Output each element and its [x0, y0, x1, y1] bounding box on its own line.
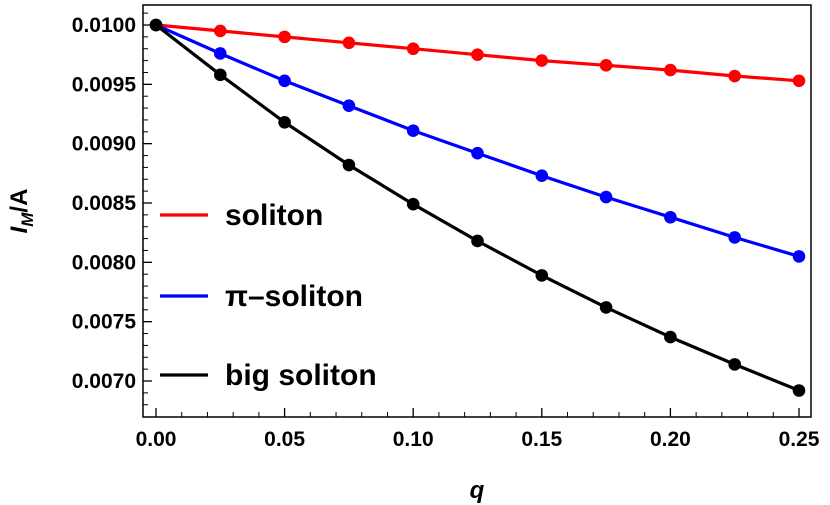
data-point-big-soliton	[471, 234, 484, 248]
y-tick-label: 0.0095	[72, 73, 137, 96]
data-point-pi-soliton	[728, 231, 741, 244]
x-axis-label: q	[470, 477, 485, 504]
y-tick-label: 0.0075	[72, 311, 137, 334]
data-point-big-soliton	[599, 301, 613, 314]
data-point-big-soliton	[342, 158, 356, 172]
data-point-pi-soliton	[792, 250, 806, 263]
data-point-big-soliton	[214, 68, 227, 82]
data-point-pi-soliton	[664, 210, 677, 224]
data-point-soliton	[214, 24, 227, 38]
series-big-soliton	[149, 18, 806, 397]
y-axis-label-rest: /A	[6, 189, 33, 213]
data-point-soliton	[664, 63, 677, 77]
data-point-soliton	[792, 74, 806, 88]
x-tick-label: 0.05	[264, 428, 305, 451]
x-tick-label: 0.00	[136, 428, 177, 451]
plot-frame	[142, 4, 812, 418]
data-point-soliton	[535, 54, 549, 67]
data-point-big-soliton	[792, 384, 806, 397]
data-point-soliton	[471, 48, 484, 61]
y-axis-label-subscript: M	[18, 212, 37, 227]
data-point-soliton	[278, 30, 291, 44]
data-point-big-soliton	[728, 358, 741, 371]
series-soliton	[149, 18, 806, 88]
data-point-pi-soliton	[406, 124, 420, 137]
y-axis-label: IM/A	[6, 189, 37, 234]
data-point-pi-soliton	[599, 190, 613, 204]
y-tick-label: 0.0080	[72, 251, 136, 274]
legend-label-big-soliton: big soliton	[225, 359, 377, 392]
ticks: 0.00 0.05 0.10 0.15 0.20 0.25 0.0070 0.0075 0.00…	[72, 12, 820, 451]
data-point-pi-soliton	[471, 146, 484, 160]
y-tick-label: 0.0090	[72, 133, 136, 156]
data-point-big-soliton	[149, 18, 163, 32]
data-point-soliton	[599, 59, 613, 72]
legend: soliton π–soliton big soliton	[160, 199, 377, 392]
data-point-pi-soliton	[342, 99, 356, 112]
data-point-soliton	[406, 42, 420, 56]
series-pi-soliton	[149, 18, 806, 263]
data-point-soliton	[342, 36, 356, 50]
data-point-big-soliton	[664, 330, 677, 344]
y-axis-label-main: I	[6, 225, 33, 233]
x-tick-label: 0.15	[521, 428, 562, 451]
data-point-pi-soliton	[535, 169, 549, 183]
data-point-pi-soliton	[278, 74, 291, 88]
series-layer	[149, 18, 806, 397]
x-tick-label: 0.10	[393, 428, 434, 451]
x-tick-label: 0.25	[779, 428, 820, 451]
y-tick-label: 0.0085	[72, 192, 137, 215]
data-point-soliton	[728, 69, 741, 83]
x-tick-label: 0.20	[650, 428, 691, 451]
y-tick-label: 0.0100	[72, 14, 136, 37]
data-point-big-soliton	[278, 116, 291, 129]
legend-label-pi-soliton: π–soliton	[225, 280, 363, 313]
data-point-big-soliton	[406, 197, 420, 211]
y-tick-label: 0.0070	[72, 370, 136, 393]
legend-label-soliton: soliton	[225, 199, 323, 232]
data-point-big-soliton	[535, 269, 549, 282]
data-point-pi-soliton	[214, 47, 227, 60]
